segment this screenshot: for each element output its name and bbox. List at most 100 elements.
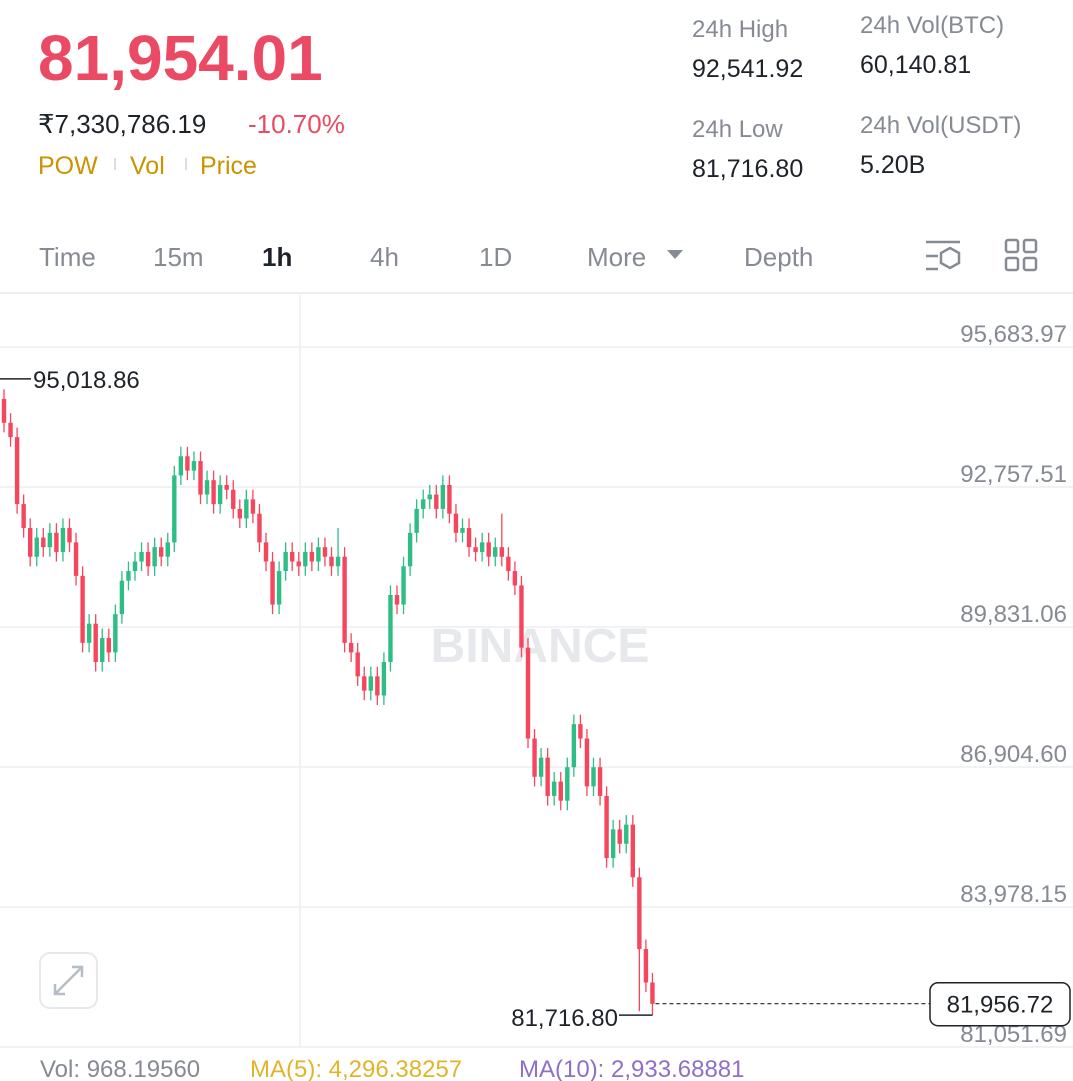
candle-body bbox=[126, 571, 131, 581]
candle-body bbox=[355, 652, 360, 677]
candle-body bbox=[237, 508, 242, 519]
candle-body bbox=[14, 437, 20, 505]
candle-body bbox=[460, 528, 465, 533]
stat-value: 60,140.81 bbox=[860, 51, 971, 79]
candle-body bbox=[113, 614, 118, 653]
stat-label: 24h Vol(USDT) bbox=[860, 112, 1021, 139]
candle-body bbox=[565, 767, 570, 801]
candle-body bbox=[231, 489, 236, 509]
candle-body bbox=[584, 738, 590, 787]
separator bbox=[185, 158, 187, 170]
candle-body bbox=[67, 528, 72, 543]
candle-body bbox=[132, 561, 138, 572]
candle-body bbox=[100, 638, 105, 662]
candle-body bbox=[473, 547, 478, 552]
candle-body bbox=[152, 547, 157, 567]
candle-body bbox=[316, 547, 321, 562]
candle-body bbox=[401, 566, 406, 605]
candle-body bbox=[499, 547, 504, 557]
candle-body bbox=[80, 575, 85, 643]
candle-body bbox=[41, 537, 46, 548]
candle-body bbox=[257, 513, 262, 543]
tag[interactable]: POW bbox=[38, 152, 98, 180]
settings-icon[interactable] bbox=[926, 240, 961, 271]
candle-body bbox=[8, 422, 13, 438]
candle-body bbox=[447, 484, 452, 514]
candle-body bbox=[145, 551, 151, 567]
candle-body bbox=[139, 551, 144, 562]
volume: Vol: 968.19560 bbox=[40, 1056, 200, 1081]
y-tick-label: 92,757.51 bbox=[960, 461, 1067, 488]
candle-body bbox=[368, 676, 373, 691]
tab[interactable]: Time bbox=[39, 242, 96, 272]
ma10: MA(10): 2,933.68881 bbox=[519, 1056, 744, 1081]
candle-body bbox=[106, 638, 111, 653]
candle-body bbox=[191, 461, 197, 471]
candle-body bbox=[119, 580, 125, 615]
candle-body bbox=[388, 594, 393, 662]
tab[interactable]: More bbox=[587, 242, 646, 272]
candle-body bbox=[650, 982, 655, 1004]
candle-body bbox=[348, 642, 354, 653]
candle-body bbox=[211, 480, 216, 505]
candle-body bbox=[250, 499, 256, 514]
dropdown-arrow bbox=[667, 250, 683, 259]
candle-body bbox=[519, 585, 524, 648]
annotations: 95,018.86 81,716.80 81,956.72 bbox=[0, 367, 1071, 1032]
candle-body bbox=[624, 824, 629, 844]
candle-body bbox=[571, 724, 577, 768]
tab[interactable]: 15m bbox=[153, 242, 204, 272]
candle-body bbox=[479, 542, 485, 552]
candle-body bbox=[165, 542, 170, 557]
stat-value: 5.20B bbox=[860, 151, 925, 179]
last-price: 81,954.01 bbox=[38, 22, 323, 94]
candle-body bbox=[86, 623, 92, 643]
candle-body bbox=[21, 504, 26, 529]
candle-body bbox=[329, 556, 334, 567]
candle-body bbox=[532, 738, 537, 777]
expand-button[interactable] bbox=[39, 952, 98, 1009]
stat-label: 24h High bbox=[692, 16, 788, 43]
candle-body bbox=[335, 556, 341, 567]
grid: 95,683.97 92,757.51 89,831.06 86,904.60 83,9… bbox=[0, 321, 1073, 1048]
watermark: BINANCE bbox=[431, 620, 650, 673]
candle-body bbox=[440, 484, 446, 509]
candle-body bbox=[394, 594, 400, 605]
candle-body bbox=[493, 547, 498, 557]
candle-body bbox=[296, 561, 301, 567]
candle-body bbox=[617, 829, 622, 844]
tab[interactable]: 1D bbox=[479, 242, 512, 272]
candle-body bbox=[47, 532, 53, 548]
tab[interactable]: 4h bbox=[370, 242, 399, 272]
candle-body bbox=[276, 571, 282, 605]
candle-body bbox=[28, 528, 33, 557]
candle-body bbox=[597, 767, 603, 796]
candle-body bbox=[591, 767, 596, 787]
candle-body bbox=[178, 456, 184, 476]
candle-body bbox=[381, 661, 387, 696]
candle-body bbox=[224, 484, 229, 490]
candle-body bbox=[1, 398, 7, 423]
candle-body bbox=[322, 547, 328, 557]
candle-body bbox=[512, 571, 518, 586]
candle-body bbox=[453, 513, 459, 533]
candle-body bbox=[204, 480, 210, 495]
price-change: -10.70% bbox=[248, 109, 345, 139]
candle-body bbox=[185, 456, 190, 471]
layout-icon[interactable] bbox=[1004, 238, 1038, 272]
candle-body bbox=[375, 676, 380, 696]
stat-value: 81,716.80 bbox=[692, 155, 803, 183]
candle-body bbox=[578, 724, 583, 739]
tab[interactable]: Depth bbox=[744, 242, 813, 272]
candle-body bbox=[60, 528, 66, 552]
candle-body bbox=[407, 532, 413, 567]
separator bbox=[114, 158, 116, 170]
tag[interactable]: Price bbox=[200, 152, 257, 180]
candle-body bbox=[538, 757, 544, 777]
candle-body bbox=[198, 461, 203, 495]
tab-active[interactable]: 1h bbox=[262, 242, 292, 272]
ma5: MA(5): 4,296.38257 bbox=[250, 1056, 462, 1081]
tag[interactable]: Vol bbox=[130, 152, 165, 180]
candle-body bbox=[290, 551, 295, 562]
